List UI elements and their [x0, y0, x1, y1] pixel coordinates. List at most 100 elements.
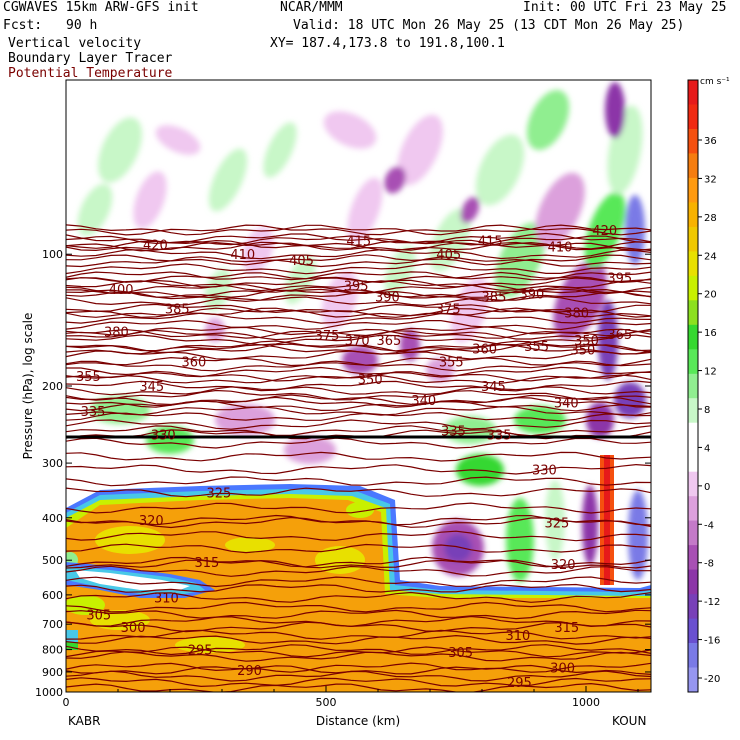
colorbar-label: 36 — [704, 136, 717, 147]
colorbar-label: -20 — [704, 674, 720, 685]
theta-contour — [66, 556, 651, 568]
colorbar-swatch — [688, 275, 698, 301]
theta-contour — [66, 271, 651, 281]
tracer-field-name: Boundary Layer Tracer — [8, 51, 173, 66]
colorbar-swatch — [688, 471, 698, 497]
colorbar-swatch — [688, 349, 698, 375]
y-axis-title: Pressure (hPa), log scale — [21, 313, 35, 460]
theta-contour — [66, 670, 651, 682]
colorbar-swatch — [688, 667, 698, 693]
theta-label: 320 — [551, 558, 576, 573]
theta-contour — [66, 280, 651, 292]
theta-label: 365 — [607, 328, 632, 343]
y-tick-label: 700 — [42, 618, 63, 631]
colorbar-swatch — [688, 520, 698, 546]
theta-label: 355 — [439, 356, 464, 371]
theta-contour — [66, 609, 651, 620]
theta-contour — [66, 476, 651, 487]
organization: NCAR/MMM — [280, 0, 343, 15]
theta-label: 420 — [592, 224, 617, 239]
theta-contour — [66, 601, 651, 613]
colorbar-label: 0 — [704, 482, 710, 493]
colorbar-swatch — [688, 398, 698, 424]
theta-label: 330 — [151, 428, 176, 443]
theta-contour — [66, 296, 651, 307]
colorbar-swatch — [688, 300, 698, 326]
theta-contour — [66, 677, 651, 688]
colorbar-swatch — [688, 202, 698, 228]
theta-contour — [66, 411, 651, 422]
y-tick-label: 100 — [42, 248, 63, 261]
theta-label: 415 — [478, 234, 503, 249]
theta-label: 400 — [109, 283, 134, 298]
theta-contour — [66, 277, 651, 288]
left-endpoint-label: KABR — [68, 714, 100, 728]
theta-contour — [66, 374, 651, 384]
theta-contour — [66, 487, 651, 498]
theta-contour — [66, 386, 651, 396]
colorbar-swatch — [688, 226, 698, 252]
y-tick-label: 300 — [42, 457, 63, 470]
right-endpoint-label: KOUN — [612, 714, 646, 728]
theta-label: 410 — [548, 240, 573, 255]
theta-contour — [66, 615, 651, 628]
theta-label: 415 — [346, 234, 371, 249]
theta-contour — [66, 312, 651, 324]
theta-label: 385 — [482, 291, 507, 306]
theta-label: 345 — [139, 380, 164, 395]
theta-label: 385 — [165, 302, 190, 317]
theta-contour — [66, 319, 651, 331]
colorbar-label: -12 — [704, 597, 720, 608]
theta-label: 360 — [182, 356, 207, 371]
theta-contour — [66, 682, 651, 692]
theta-contour — [66, 463, 651, 475]
y-tick-label: 900 — [42, 666, 63, 679]
theta-label: 375 — [315, 329, 340, 344]
theta-contour — [66, 334, 651, 346]
theta-label: 420 — [143, 238, 168, 253]
theta-label: 325 — [206, 486, 231, 501]
colorbar-units: cm s⁻¹ — [700, 77, 730, 87]
theta-contour — [66, 394, 651, 406]
colorbar-swatch — [688, 129, 698, 154]
theta-contour — [66, 326, 651, 337]
theta-label: 300 — [121, 621, 146, 636]
theta-contour — [66, 303, 651, 314]
colorbar-swatch — [688, 324, 698, 350]
colorbar-swatch — [688, 104, 698, 130]
theta-label: 340 — [411, 394, 436, 409]
colorbar: 36 32 28 24 20 16 12 8 4 0 -4 -8 -12 -16 -20 — [687, 79, 720, 693]
theta-contour — [66, 241, 651, 252]
theta-label: 375 — [436, 302, 461, 317]
theta-contour — [66, 651, 651, 662]
theta-label: 395 — [607, 271, 632, 286]
theta-label: 335 — [81, 405, 106, 420]
colorbar-swatch — [688, 447, 698, 473]
theta-label: 295 — [188, 644, 213, 659]
forecast-label: Fcst: — [3, 18, 43, 33]
theta-contour — [66, 425, 651, 437]
theta-contour — [66, 502, 651, 514]
theta-contour — [66, 629, 651, 640]
theta-label: 355 — [524, 340, 549, 355]
y-tick-label: 800 — [42, 644, 63, 657]
colorbar-frame — [687, 79, 699, 693]
x-tick-label: 1000 — [572, 696, 600, 709]
colorbar-label: -4 — [704, 520, 714, 531]
theta-contour — [66, 232, 651, 244]
theta-contour — [66, 419, 651, 430]
colorbar-swatch — [688, 545, 698, 571]
y-axis: 100 200 300 400 500 600 700 800 900 1000 — [35, 248, 651, 699]
colorbar-swatch — [688, 618, 698, 644]
theta-contour — [66, 646, 651, 658]
theta-label: 320 — [139, 514, 164, 529]
colorbar-label: 16 — [704, 328, 717, 339]
x-axis-title: Distance (km) — [316, 714, 400, 728]
theta-label: 345 — [481, 380, 506, 395]
theta-label: 350 — [358, 373, 383, 388]
theta-contour-lines — [66, 224, 651, 692]
theta-contour — [66, 400, 651, 412]
theta-label: 370 — [345, 334, 370, 349]
theta-contour — [66, 249, 651, 260]
